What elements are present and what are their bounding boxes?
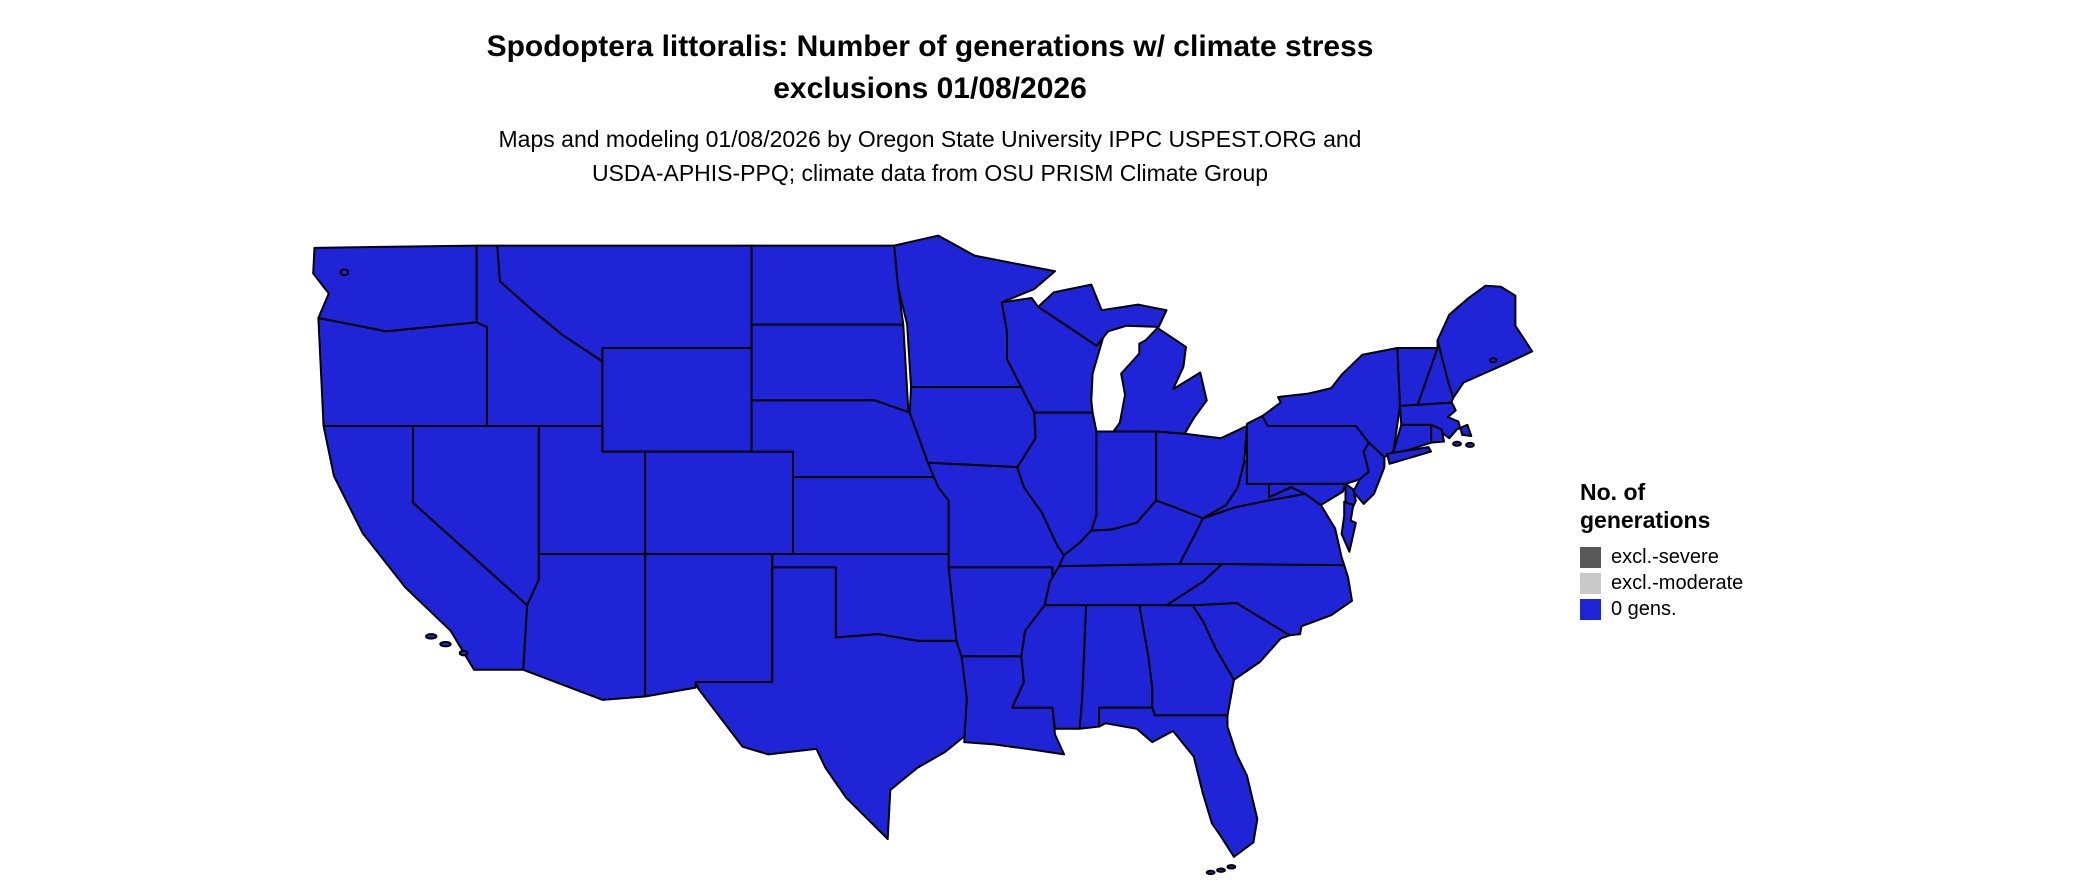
- legend-label-excl-severe: excl.-severe: [1611, 546, 1719, 568]
- legend-items: excl.-severe excl.-moderate 0 gens.: [1580, 544, 1840, 622]
- island-marthas-vineyard: [1453, 442, 1461, 446]
- state-florida: [1099, 708, 1257, 857]
- state-north-carolina: [1167, 564, 1352, 635]
- island-channel-2: [440, 642, 450, 646]
- state-washington: [313, 246, 476, 332]
- islands-group: [340, 270, 1496, 875]
- legend-title: No. of generations: [1580, 478, 1840, 534]
- island-florida-key-1: [1227, 865, 1235, 868]
- page-subtitle-line-1: Maps and modeling 01/08/2026 by Oregon S…: [498, 126, 1362, 152]
- legend-item-excl-moderate: excl.-moderate: [1580, 570, 1840, 596]
- page-subtitle: Maps and modeling 01/08/2026 by Oregon S…: [310, 122, 1550, 190]
- us-states-group: [313, 236, 1532, 857]
- state-iowa: [910, 387, 1036, 467]
- page-title: Spodoptera littoralis: Number of generat…: [310, 26, 1550, 110]
- island-florida-key-2: [1217, 869, 1225, 872]
- state-new-jersey: [1353, 443, 1384, 504]
- state-michigan-lower-peninsula: [1113, 328, 1206, 434]
- state-arizona: [523, 554, 645, 700]
- state-wyoming: [602, 348, 751, 452]
- island-nantucket: [1466, 443, 1474, 447]
- island-san-juan: [340, 270, 348, 276]
- page-subtitle-line-2: USDA-APHIS-PPQ; climate data from OSU PR…: [591, 160, 1269, 186]
- island-channel-1: [426, 634, 436, 638]
- island-florida-key-3: [1207, 871, 1215, 874]
- legend-swatch-excl-severe: [1580, 546, 1601, 568]
- state-colorado: [645, 452, 793, 554]
- legend-title-line-2: generations: [1580, 507, 1711, 533]
- legend-title-line-1: No. of: [1580, 479, 1646, 505]
- state-michigan-upper-peninsula: [1038, 285, 1166, 346]
- us-generations-map: [308, 220, 1553, 888]
- legend-label-zero-gens: 0 gens.: [1611, 598, 1677, 620]
- state-new-mexico: [645, 554, 772, 697]
- legend-label-excl-moderate: excl.-moderate: [1611, 572, 1744, 594]
- island-channel-3: [460, 651, 468, 655]
- legend: No. of generations excl.-severe excl.-mo…: [1580, 478, 1840, 622]
- state-kansas: [793, 477, 949, 554]
- page-title-line-1: Spodoptera littoralis: Number of generat…: [486, 30, 1374, 63]
- page-title-line-2: exclusions 01/08/2026: [773, 72, 1087, 105]
- state-oregon: [318, 318, 487, 426]
- island-maine-coast: [1490, 358, 1496, 362]
- delmarva-eastern-shore: [1342, 502, 1356, 552]
- state-maine: [1438, 286, 1533, 398]
- state-texas: [696, 567, 967, 839]
- legend-item-zero-gens: 0 gens.: [1580, 596, 1840, 622]
- state-north-dakota: [752, 246, 904, 325]
- legend-swatch-zero-gens: [1580, 598, 1601, 620]
- legend-item-excl-severe: excl.-severe: [1580, 544, 1840, 570]
- long-island: [1387, 447, 1431, 464]
- legend-swatch-excl-moderate: [1580, 572, 1601, 594]
